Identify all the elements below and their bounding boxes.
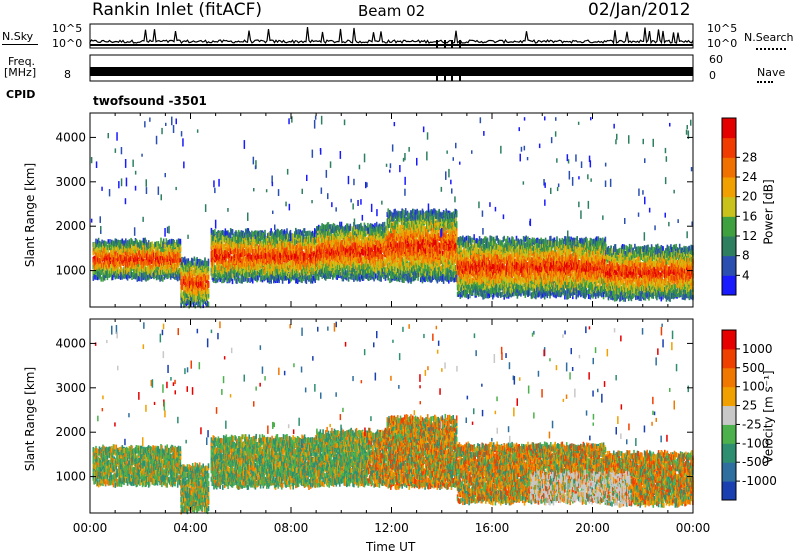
velocity-ytick-label-0: 1000 xyxy=(55,470,86,484)
cpid-value: twofsound -3501 xyxy=(93,94,207,108)
velocity-colorbar-frame xyxy=(721,329,737,501)
velocity-ytick-label-1: 2000 xyxy=(55,425,86,439)
x-tick-label-3: 12:00 xyxy=(374,521,409,535)
power-colorbar-tick-label-1: 8 xyxy=(742,249,750,263)
power-colorbar-seg-6 xyxy=(722,157,736,178)
nsky-underline xyxy=(2,44,38,45)
nsearch-label: N.Search xyxy=(744,31,794,44)
x-tick-label-5: 20:00 xyxy=(575,521,610,535)
nsearch-dots xyxy=(756,48,786,50)
velocity-colorbar-label: Velocity [m s⁻¹] xyxy=(762,370,776,463)
power-colorbar-tick-label-0: 4 xyxy=(742,268,750,282)
power-ylabel: Slant Range [km] xyxy=(23,163,37,267)
velocity-colorbar-tick-label-7: -1000 xyxy=(742,474,777,488)
power-colorbar-tick-label-2: 12 xyxy=(742,229,757,243)
velocity-colorbar-seg-0 xyxy=(722,481,736,501)
nave-tick-bottom: 0 xyxy=(709,69,716,82)
x-axis-title: Time UT xyxy=(366,540,415,554)
nave-dots xyxy=(757,81,773,83)
power-colorbar-tick-label-3: 16 xyxy=(742,209,757,223)
beam-title: Beam 02 xyxy=(358,2,425,20)
station-title: Rankin Inlet (fitACF) xyxy=(92,0,262,20)
x-tick-label-1: 04:00 xyxy=(173,521,208,535)
power-ytick-label-2: 3000 xyxy=(55,175,86,189)
velocity-colorbar-seg-1 xyxy=(722,462,736,482)
velocity-scatter-cells xyxy=(92,321,694,515)
nsky-baseline xyxy=(90,44,693,46)
velocity-colorbar-seg-6 xyxy=(722,367,736,388)
x-tick-label-4: 16:00 xyxy=(475,521,510,535)
velocity-colorbar-tick-label-0: 1000 xyxy=(742,342,773,356)
freq-unit-label: [MHz] xyxy=(4,66,36,79)
power-colorbar-tick-label-5: 24 xyxy=(742,170,757,184)
x-tick-label-0: 00:00 xyxy=(73,521,108,535)
velocity-colorbar-seg-2 xyxy=(722,443,736,463)
power-colorbar-seg-1 xyxy=(722,255,736,276)
cpid-label: CPID xyxy=(6,88,35,101)
nsky-tick-top: 10^5 xyxy=(52,22,82,35)
nave-tick-top: 60 xyxy=(709,53,723,66)
power-colorbar-seg-4 xyxy=(722,196,736,217)
power-colorbar-seg-8 xyxy=(722,118,736,139)
nsky-noise-trace xyxy=(89,27,694,45)
nsearch-tick-bottom: 10^0 xyxy=(707,37,737,50)
velocity-colorbar-tick-label-2: 100 xyxy=(742,380,765,394)
power-colorbar-tick-label-4: 20 xyxy=(742,190,757,204)
velocity-colorbar-tick-label-4: -25 xyxy=(742,417,762,431)
power-colorbar-seg-5 xyxy=(722,177,736,198)
nsky-panel-frame xyxy=(89,23,694,49)
x-tick-label-6: 00:00 xyxy=(676,521,711,535)
power-scatter-cells xyxy=(90,115,694,309)
freq-label: Freq. xyxy=(8,55,35,68)
freq-trace xyxy=(90,67,693,76)
velocity-colorbar-tick-label-1: 500 xyxy=(742,361,765,375)
x-tick-label-2: 08:00 xyxy=(274,521,309,535)
nave-label: Nave xyxy=(757,66,785,79)
power-ytick-label-1: 2000 xyxy=(55,219,86,233)
velocity-colorbar-seg-7 xyxy=(722,348,736,369)
velocity-colorbar-seg-3 xyxy=(722,424,736,444)
power-colorbar-seg-7 xyxy=(722,137,736,158)
power-ytick-label-3: 4000 xyxy=(55,130,86,144)
velocity-ytick-label-3: 4000 xyxy=(55,336,86,350)
power-colorbar-label: Power [dB] xyxy=(762,179,776,244)
velocity-colorbar-seg-5 xyxy=(722,386,736,407)
power-colorbar-frame xyxy=(721,117,737,296)
date-title: 02/Jan/2012 xyxy=(588,0,691,20)
velocity-ylabel: Slant Range [km] xyxy=(23,367,37,471)
freq-tick: 8 xyxy=(64,68,71,81)
power-colorbar-tick-label-6: 28 xyxy=(742,150,757,164)
velocity-colorbar-seg-8 xyxy=(722,330,736,350)
power-colorbar-seg-0 xyxy=(722,275,736,296)
velocity-colorbar-tick-label-3: 25 xyxy=(742,399,757,413)
power-colorbar-seg-3 xyxy=(722,216,736,237)
nsky-tick-bottom: 10^0 xyxy=(52,37,82,50)
velocity-ytick-label-2: 3000 xyxy=(55,381,86,395)
nsearch-tick-top: 10^5 xyxy=(707,22,737,35)
velocity-colorbar-tick-label-5: -100 xyxy=(742,436,769,450)
nsky-label: N.Sky xyxy=(2,30,33,43)
velocity-colorbar-tick-label-6: -500 xyxy=(742,455,769,469)
power-colorbar-seg-2 xyxy=(722,236,736,257)
velocity-colorbar-seg-4 xyxy=(722,405,736,425)
power-ytick-label-0: 1000 xyxy=(55,264,86,278)
